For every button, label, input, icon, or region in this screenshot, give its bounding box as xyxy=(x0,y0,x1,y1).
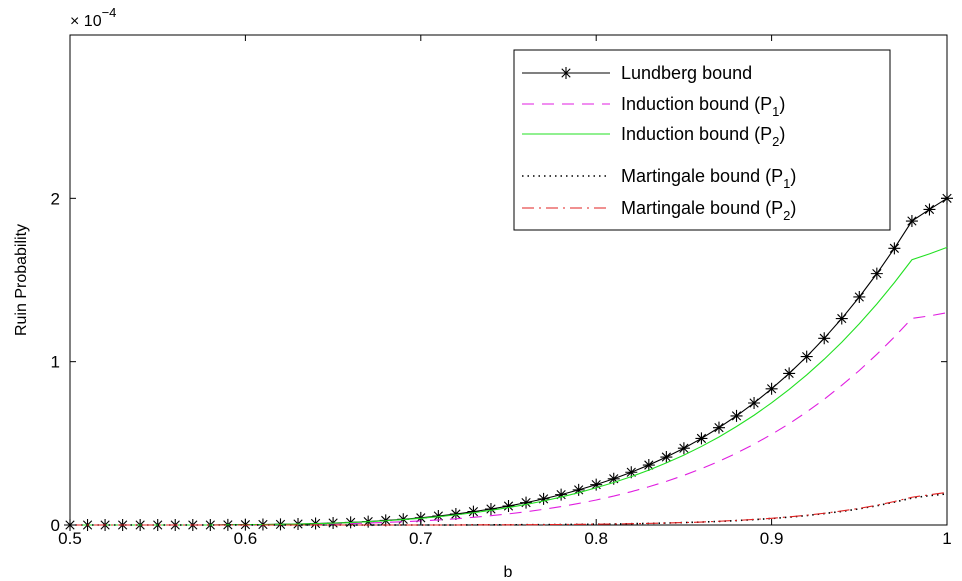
x-tick-label: 1 xyxy=(942,529,951,548)
data-point xyxy=(818,332,831,345)
data-point xyxy=(870,267,883,280)
data-point xyxy=(660,451,673,464)
x-tick-label: 0.7 xyxy=(409,529,433,548)
legend-entry: Martingale bound (P2) xyxy=(522,198,796,223)
legend-marker xyxy=(560,67,572,79)
legend-entry: Lundberg bound xyxy=(522,63,752,83)
legend-label-main: Lundberg bound xyxy=(621,63,752,83)
data-point xyxy=(555,488,568,501)
legend-label: Lundberg bound xyxy=(621,63,752,83)
data-point xyxy=(502,500,515,513)
y-tick-label: 2 xyxy=(51,189,60,208)
data-point xyxy=(677,442,690,455)
x-tick-label: 0.6 xyxy=(234,529,258,548)
series-line xyxy=(70,491,948,526)
legend-label-main: Martingale bound (P xyxy=(621,166,783,186)
data-point xyxy=(888,242,901,255)
series-4 xyxy=(70,491,948,526)
data-point xyxy=(449,508,462,521)
data-point xyxy=(923,203,936,216)
data-point xyxy=(520,496,533,509)
legend-entry: Induction bound (P1) xyxy=(522,94,785,119)
data-point xyxy=(537,492,550,505)
y-axis-exponent-power: −4 xyxy=(102,5,117,20)
y-tick-label: 1 xyxy=(51,353,60,372)
data-point xyxy=(835,312,848,325)
y-axis-label: Ruin Probability xyxy=(13,224,30,336)
legend-entry: Induction bound (P2) xyxy=(522,124,785,149)
legend-label: Martingale bound (P1) xyxy=(621,166,796,191)
legend-label-tail: ) xyxy=(790,198,796,218)
data-point xyxy=(905,215,918,228)
data-point xyxy=(432,510,445,523)
data-point xyxy=(853,290,866,303)
legend-label-tail: ) xyxy=(790,166,796,186)
data-point xyxy=(730,409,743,422)
legend-entry: Martingale bound (P1) xyxy=(522,166,796,191)
legend-label-main: Induction bound (P xyxy=(621,94,772,114)
data-point xyxy=(572,483,585,496)
data-point xyxy=(783,367,796,380)
legend-label-subscript: 1 xyxy=(783,176,790,191)
legend-label: Martingale bound (P2) xyxy=(621,198,796,223)
legend-label-tail: ) xyxy=(779,124,785,144)
legend-label-tail: ) xyxy=(779,94,785,114)
data-point xyxy=(625,466,638,479)
x-axis-label: b xyxy=(504,564,513,581)
legend-box xyxy=(513,49,891,231)
data-point xyxy=(800,350,813,363)
data-point xyxy=(712,421,725,434)
legend-label-subscript: 2 xyxy=(772,134,779,149)
legend-label-subscript: 1 xyxy=(772,104,779,119)
data-point xyxy=(467,505,480,518)
axes-layer: 0.5 0.6 0.7 0.8 0.9 1 0 1 2 xyxy=(51,35,952,548)
legend-label: Induction bound (P1) xyxy=(621,94,785,119)
data-point xyxy=(484,502,497,515)
legend-label-subscript: 2 xyxy=(783,208,790,223)
legend-label-main: Martingale bound (P xyxy=(621,198,783,218)
data-point xyxy=(695,432,708,445)
legend-label-main: Induction bound (P xyxy=(621,124,772,144)
y-tick-label: 0 xyxy=(51,516,60,535)
x-tick-label: 0.5 xyxy=(58,529,82,548)
x-tick-label: 0.8 xyxy=(584,529,608,548)
data-point xyxy=(765,382,778,395)
data-point xyxy=(607,472,620,485)
data-point xyxy=(748,396,761,409)
y-axis-exponent: × 10−4 xyxy=(70,5,116,30)
data-point xyxy=(590,478,603,491)
legend-label: Induction bound (P2) xyxy=(621,124,785,149)
y-axis-exponent-base: × 10 xyxy=(70,13,102,30)
x-tick-label: 0.9 xyxy=(760,529,784,548)
data-point xyxy=(642,459,655,472)
